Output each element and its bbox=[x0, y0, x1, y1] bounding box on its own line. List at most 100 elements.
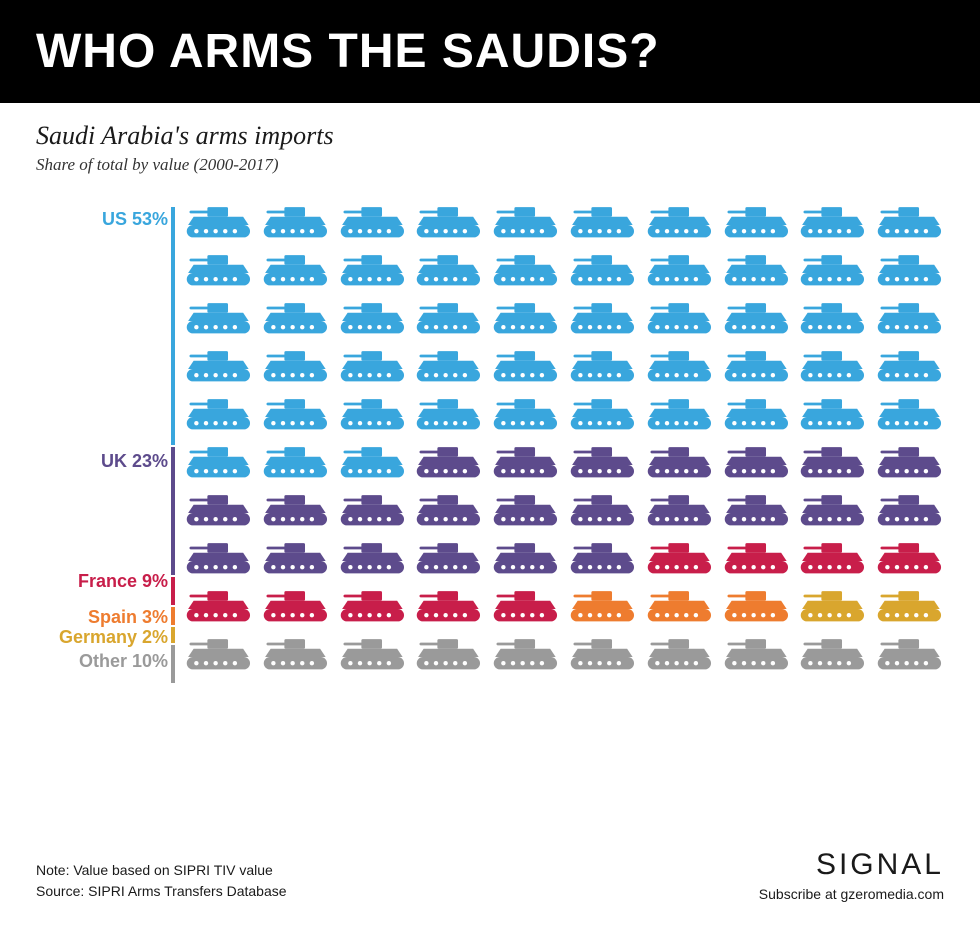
tank-icon bbox=[414, 635, 483, 677]
tank-icon bbox=[414, 347, 483, 389]
tank-icon bbox=[722, 491, 791, 533]
tank-icon bbox=[184, 587, 253, 629]
tank-icon bbox=[875, 347, 944, 389]
tank-icon bbox=[722, 395, 791, 437]
tank-icon bbox=[414, 443, 483, 485]
tank-icon bbox=[875, 635, 944, 677]
footer: Note: Value based on SIPRI TIV value Sou… bbox=[36, 848, 944, 902]
tank-icon bbox=[568, 251, 637, 293]
tank-icon bbox=[875, 395, 944, 437]
tank-icon bbox=[875, 443, 944, 485]
series-label: France 9% bbox=[78, 571, 168, 592]
tank-icon bbox=[568, 587, 637, 629]
tank-icon bbox=[798, 443, 867, 485]
tank-icon bbox=[875, 587, 944, 629]
tank-icon bbox=[568, 539, 637, 581]
tank-icon bbox=[261, 395, 330, 437]
series-label: Spain 3% bbox=[88, 607, 168, 628]
tank-icon bbox=[261, 443, 330, 485]
tank-icon bbox=[722, 251, 791, 293]
tank-icon bbox=[491, 395, 560, 437]
content-area: Saudi Arabia's arms imports Share of tot… bbox=[0, 103, 980, 677]
tank-icon bbox=[261, 299, 330, 341]
tank-icon bbox=[568, 443, 637, 485]
tank-icon bbox=[798, 203, 867, 245]
tank-icon bbox=[798, 539, 867, 581]
tank-icon bbox=[338, 299, 407, 341]
tank-icon bbox=[338, 587, 407, 629]
tank-icon bbox=[645, 635, 714, 677]
tank-icon bbox=[722, 299, 791, 341]
tank-icon bbox=[875, 251, 944, 293]
tank-icon bbox=[645, 347, 714, 389]
tank-icon bbox=[722, 635, 791, 677]
tank-icon bbox=[261, 587, 330, 629]
tank-icon bbox=[875, 539, 944, 581]
tank-icon bbox=[798, 395, 867, 437]
tank-icon bbox=[645, 443, 714, 485]
tank-icon bbox=[491, 443, 560, 485]
series-bar bbox=[171, 203, 175, 677]
footnotes: Note: Value based on SIPRI TIV value Sou… bbox=[36, 860, 287, 902]
note-line: Note: Value based on SIPRI TIV value bbox=[36, 860, 287, 881]
tank-icon bbox=[491, 491, 560, 533]
tank-icon bbox=[184, 491, 253, 533]
tank-icon bbox=[338, 203, 407, 245]
tank-icon bbox=[261, 491, 330, 533]
source-line: Source: SIPRI Arms Transfers Database bbox=[36, 881, 287, 902]
series-label: UK 23% bbox=[101, 451, 168, 472]
subhead: Share of total by value (2000-2017) bbox=[36, 155, 944, 175]
tank-icon bbox=[875, 299, 944, 341]
tank-icon bbox=[414, 395, 483, 437]
tank-icon bbox=[491, 251, 560, 293]
tank-icon bbox=[568, 491, 637, 533]
bar-segment bbox=[171, 447, 175, 575]
tank-icon bbox=[875, 491, 944, 533]
series-label: Other 10% bbox=[79, 651, 168, 672]
tank-icon bbox=[491, 635, 560, 677]
tank-icon bbox=[645, 491, 714, 533]
tank-icon bbox=[338, 251, 407, 293]
tank-icon bbox=[722, 443, 791, 485]
tank-icon bbox=[261, 635, 330, 677]
tank-icon bbox=[722, 347, 791, 389]
tank-icon bbox=[568, 635, 637, 677]
tank-icon bbox=[491, 203, 560, 245]
series-label: Germany 2% bbox=[59, 627, 168, 648]
tank-icon bbox=[338, 443, 407, 485]
tank-icon bbox=[261, 251, 330, 293]
tank-icon bbox=[491, 539, 560, 581]
tank-icon bbox=[491, 347, 560, 389]
bar-segment bbox=[171, 577, 175, 605]
tank-icon bbox=[568, 347, 637, 389]
tank-icon bbox=[645, 203, 714, 245]
tank-icon bbox=[645, 299, 714, 341]
tank-icon bbox=[184, 347, 253, 389]
tank-icon bbox=[645, 251, 714, 293]
grid-wrap bbox=[176, 203, 944, 677]
tank-icon bbox=[491, 299, 560, 341]
tank-icon bbox=[414, 299, 483, 341]
tank-icon bbox=[798, 299, 867, 341]
tank-icon bbox=[261, 539, 330, 581]
tank-icon bbox=[722, 539, 791, 581]
tank-icon bbox=[261, 347, 330, 389]
tank-icon bbox=[491, 587, 560, 629]
tank-icon bbox=[798, 251, 867, 293]
tank-grid bbox=[176, 203, 944, 677]
subtitle: Saudi Arabia's arms imports bbox=[36, 121, 944, 151]
tank-icon bbox=[184, 395, 253, 437]
bar-segment bbox=[171, 627, 175, 643]
tank-icon bbox=[184, 203, 253, 245]
tank-icon bbox=[645, 587, 714, 629]
header-bar: WHO ARMS THE SAUDIS? bbox=[0, 0, 980, 103]
brand-block: SIGNAL Subscribe at gzeromedia.com bbox=[759, 848, 944, 902]
tank-icon bbox=[184, 299, 253, 341]
tank-icon bbox=[414, 587, 483, 629]
tank-icon bbox=[645, 395, 714, 437]
series-labels: US 53%UK 23%France 9%Spain 3%Germany 2%O… bbox=[36, 203, 176, 677]
tank-icon bbox=[568, 203, 637, 245]
tank-icon bbox=[798, 491, 867, 533]
tank-icon bbox=[414, 539, 483, 581]
tank-icon bbox=[184, 539, 253, 581]
